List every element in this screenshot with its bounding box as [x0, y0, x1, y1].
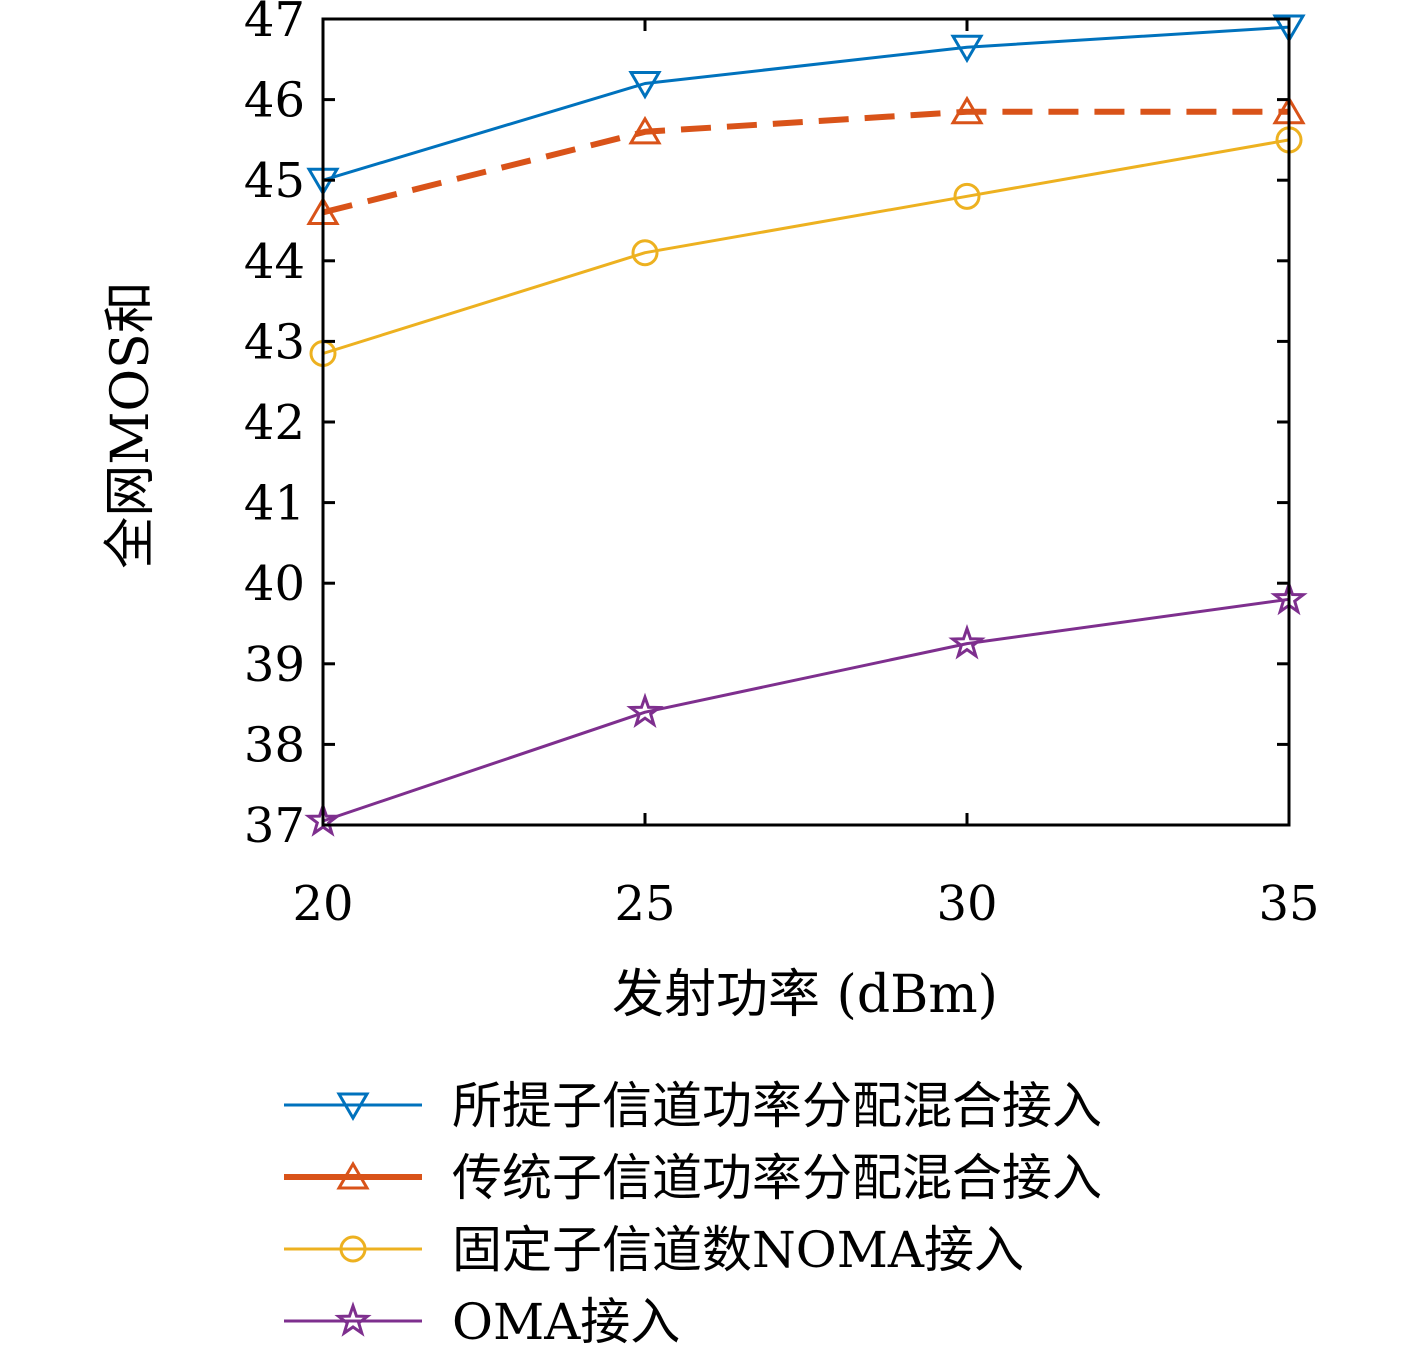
y-tick-label: 47 [244, 0, 305, 48]
axes: 37 38 39 40 41 42 43 44 45 46 47 20 25 30 35 [244, 0, 1320, 932]
data-point [1272, 14, 1306, 44]
legend-marker [334, 1301, 372, 1337]
legend-entry: OMA接入 [284, 1293, 680, 1351]
series-0 [306, 14, 1306, 197]
data-point [950, 34, 984, 64]
data-point [628, 70, 662, 100]
x-tick-label: 35 [1258, 876, 1319, 932]
legend-entry: 所提子信道功率分配混合接入 [284, 1077, 1102, 1135]
plot-marks [304, 14, 1308, 837]
series-1 [306, 95, 1306, 225]
legend-label: 传统子信道功率分配混合接入 [452, 1149, 1102, 1207]
data-point [304, 801, 342, 837]
data-point [626, 692, 664, 728]
legend-label: 固定子信道数NOMA接入 [452, 1221, 1024, 1279]
x-tick-label: 25 [614, 876, 675, 932]
legend-entry: 固定子信道数NOMA接入 [284, 1221, 1024, 1279]
legend-label: OMA接入 [452, 1293, 680, 1351]
x-tick-label: 20 [292, 876, 353, 932]
y-tick-label: 39 [244, 637, 305, 693]
legend-entry: 传统子信道功率分配混合接入 [284, 1149, 1102, 1207]
y-tick-label: 38 [244, 717, 305, 773]
series-line [322, 25, 1290, 182]
data-point [950, 95, 984, 125]
legend-marker [336, 1092, 370, 1121]
y-tick-label: 41 [244, 476, 305, 532]
x-tick-label: 30 [936, 876, 997, 932]
y-tick-label: 40 [244, 556, 305, 612]
series-3 [304, 579, 1308, 837]
series-line [322, 108, 1289, 216]
data-point [953, 182, 981, 210]
y-tick-label: 45 [244, 153, 305, 209]
data-point [631, 239, 659, 267]
plot-frame [321, 17, 1291, 827]
legend-label: 所提子信道功率分配混合接入 [452, 1077, 1102, 1135]
legend-marker [336, 1161, 370, 1190]
series-2 [309, 126, 1303, 367]
series-line [322, 138, 1290, 355]
legend-marker [339, 1235, 367, 1263]
y-tick-label: 44 [244, 234, 305, 290]
y-tick-label: 37 [244, 798, 305, 854]
data-point [628, 115, 662, 145]
series-line [322, 597, 1290, 823]
x-axis-label: 发射功率 (dBm) [612, 965, 998, 1025]
data-point [948, 623, 986, 660]
y-tick-label: 43 [244, 314, 305, 370]
y-tick-label: 46 [244, 73, 305, 129]
y-axis-label: 全网MOS和 [101, 281, 161, 569]
y-tick-label: 42 [244, 395, 305, 451]
